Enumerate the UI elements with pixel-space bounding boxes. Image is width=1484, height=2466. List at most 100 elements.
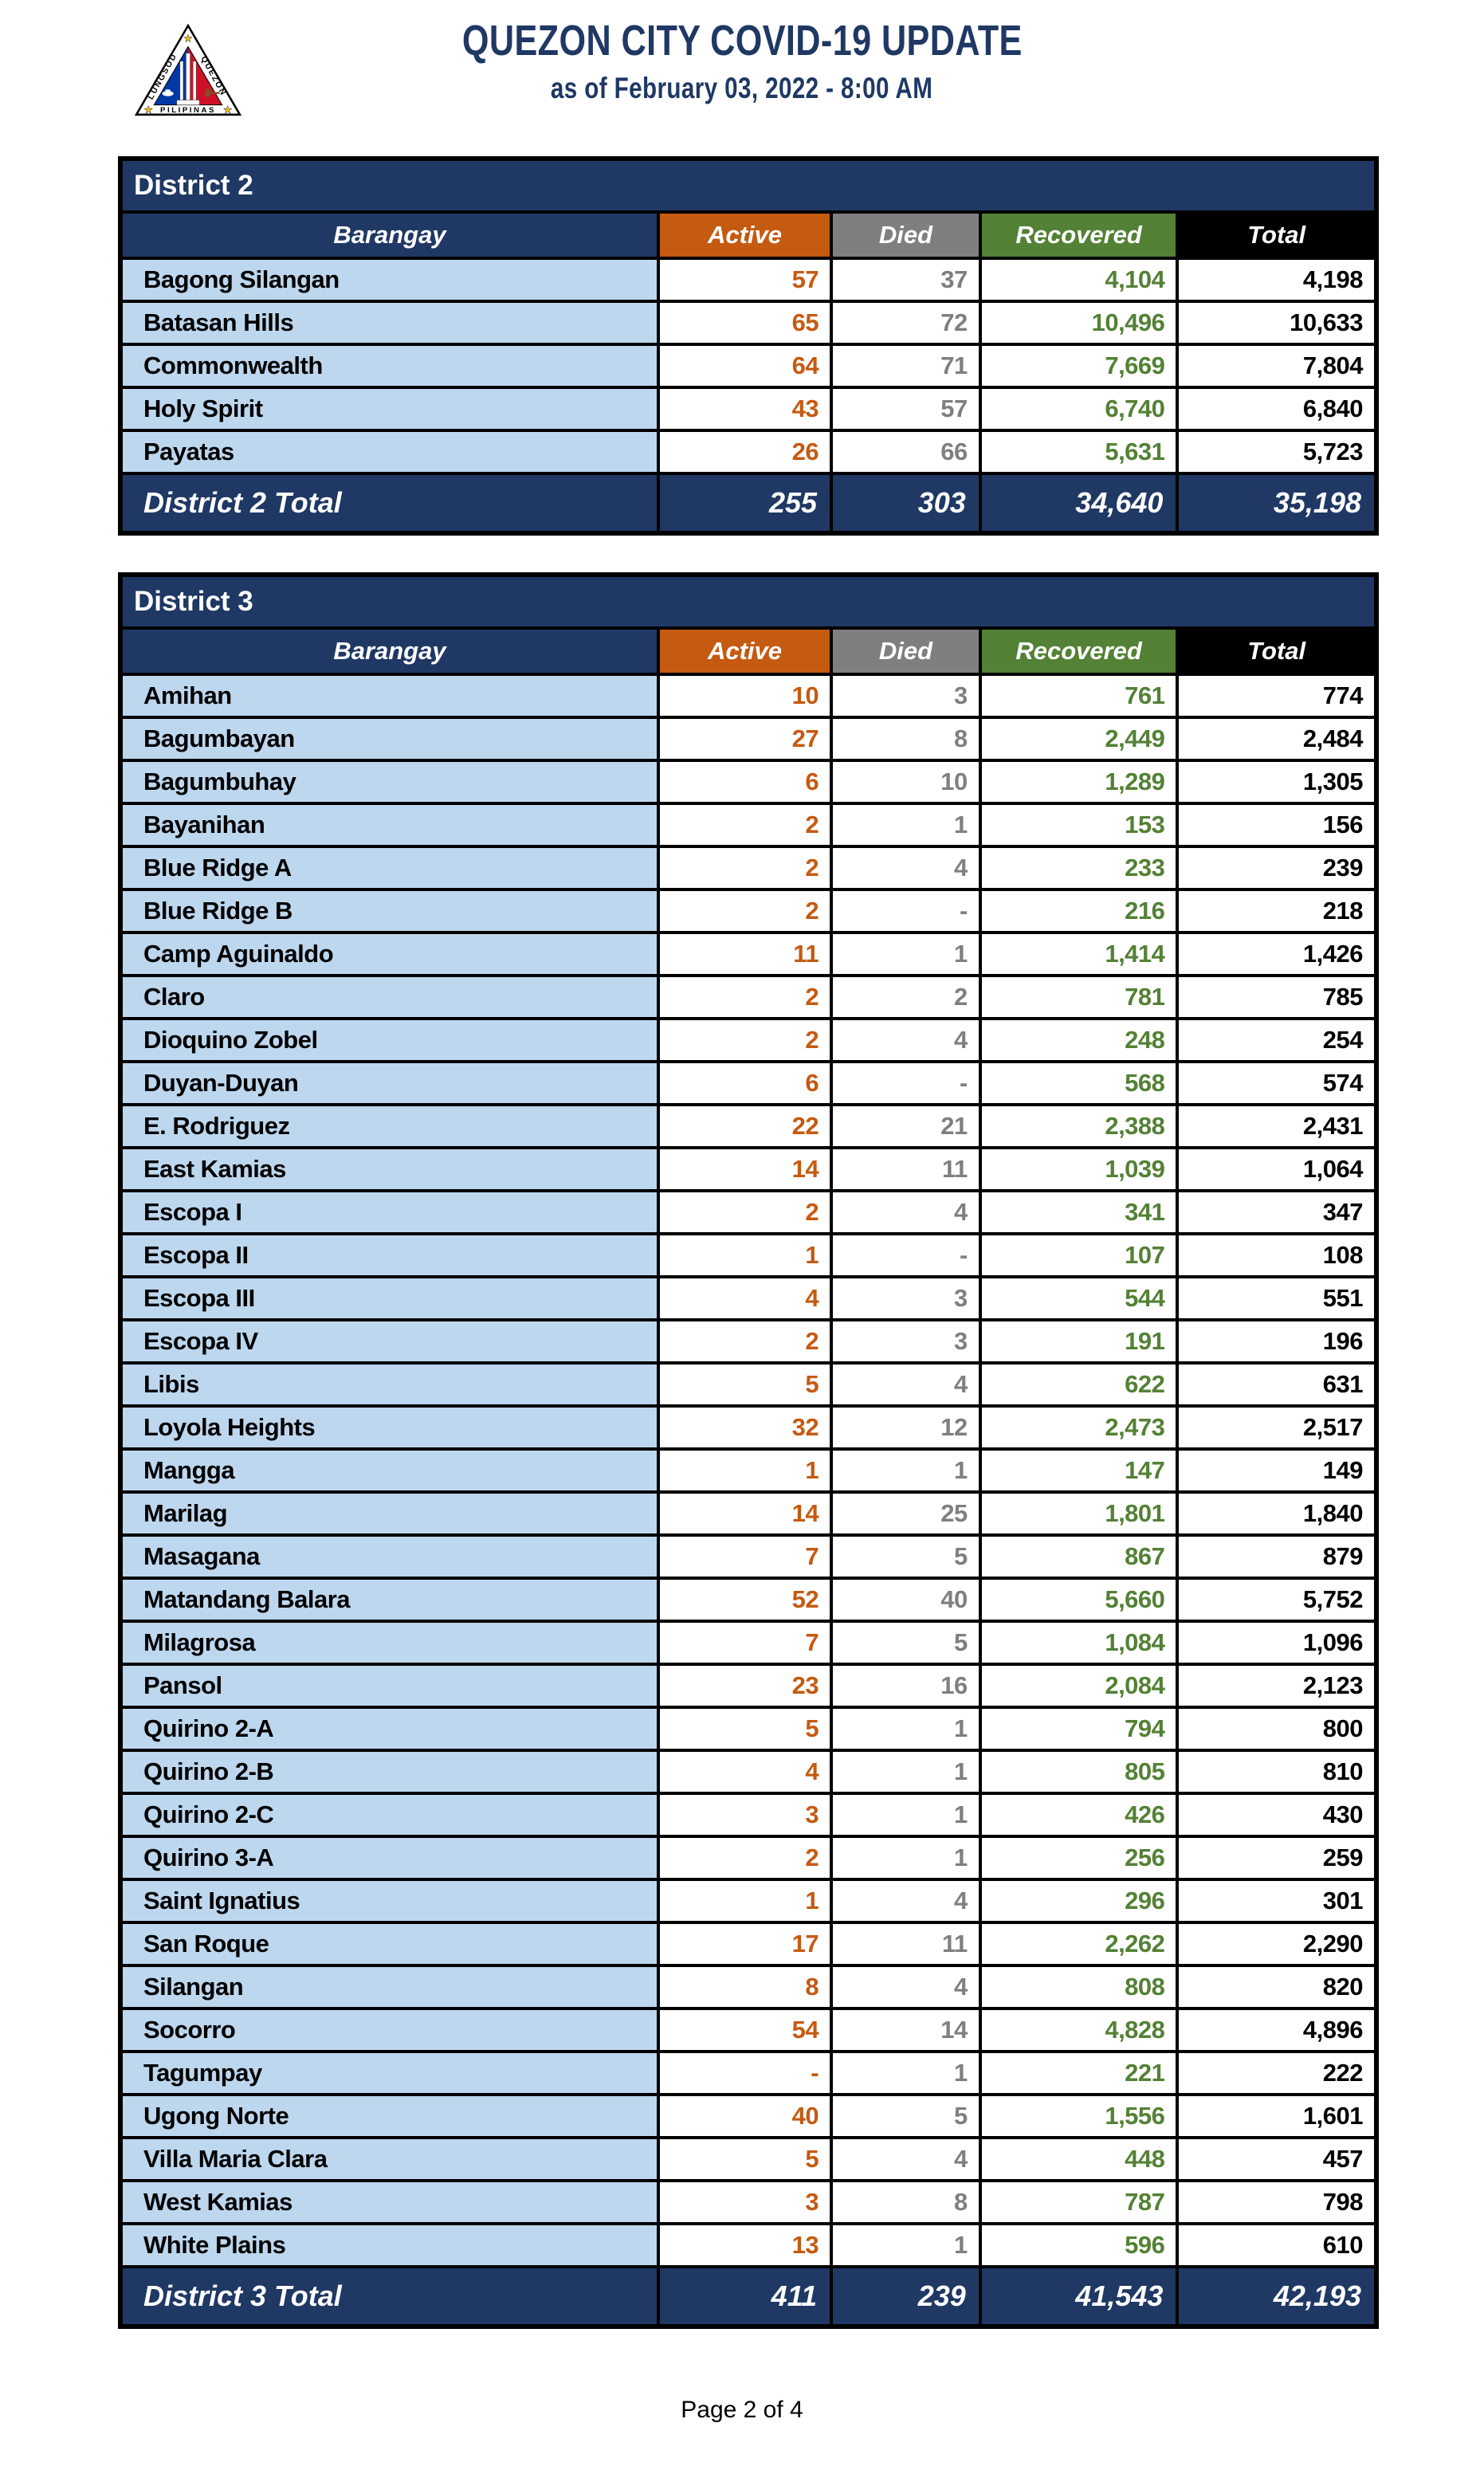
total-value-cell: 301: [1179, 1881, 1374, 1921]
page-title: QUEZON CITY COVID-19 UPDATE: [461, 17, 1023, 65]
total-value-cell: 4,896: [1179, 2010, 1374, 2050]
recovered-value-cell: 248: [981, 1020, 1176, 1060]
column-header-barangay: Barangay: [123, 214, 657, 257]
district-total-died: 303: [833, 475, 979, 531]
active-value-cell: 52: [659, 1580, 830, 1620]
total-value-cell: 574: [1179, 1063, 1374, 1103]
recovered-value-cell: 544: [981, 1278, 1176, 1318]
barangay-name-cell: Escopa III: [123, 1278, 657, 1318]
died-value-cell: 1: [833, 805, 979, 845]
column-header-died: Died: [833, 630, 979, 673]
total-value-cell: 218: [1179, 891, 1374, 931]
recovered-value-cell: 107: [981, 1235, 1176, 1275]
district-total-recovered: 34,640: [981, 475, 1176, 531]
died-value-cell: 37: [833, 260, 979, 300]
barangay-name-cell: Tagumpay: [123, 2053, 657, 2093]
active-value-cell: 65: [659, 303, 830, 343]
recovered-value-cell: 1,801: [981, 1494, 1176, 1533]
barangay-name-cell: Milagrosa: [123, 1623, 657, 1663]
barangay-name-cell: Batasan Hills: [123, 303, 657, 343]
died-value-cell: 1: [833, 934, 979, 974]
died-value-cell: 1: [833, 1838, 979, 1878]
barangay-name-cell: Dioquino Zobel: [123, 1020, 657, 1060]
recovered-value-cell: 1,289: [981, 762, 1176, 802]
total-value-cell: 798: [1179, 2182, 1374, 2222]
recovered-value-cell: 2,262: [981, 1924, 1176, 1964]
active-value-cell: 10: [659, 676, 830, 716]
district-table: District 2 Barangay Active Died Recovered Tot…: [118, 156, 1379, 536]
died-value-cell: 3: [833, 1321, 979, 1361]
district-banner: District 3: [123, 577, 1374, 626]
district-grid: District 3 Barangay Active Died Recovered Tot…: [123, 577, 1374, 2324]
column-header-total: Total: [1179, 214, 1374, 257]
barangay-name-cell: West Kamias: [123, 2182, 657, 2222]
recovered-value-cell: 4,828: [981, 2010, 1176, 2050]
recovered-value-cell: 10,496: [981, 303, 1176, 343]
column-header-recovered: Recovered: [981, 214, 1176, 257]
district-total-total: 35,198: [1179, 475, 1374, 531]
active-value-cell: 7: [659, 1537, 830, 1577]
total-value-cell: 1,426: [1179, 934, 1374, 974]
total-value-cell: 259: [1179, 1838, 1374, 1878]
total-value-cell: 5,723: [1179, 432, 1374, 472]
monument-icon: [176, 53, 200, 105]
died-value-cell: 4: [833, 1020, 979, 1060]
total-value-cell: 2,484: [1179, 719, 1374, 759]
died-value-cell: 4: [833, 2139, 979, 2179]
barangay-name-cell: Camp Aguinaldo: [123, 934, 657, 974]
barangay-name-cell: Quirino 2-B: [123, 1752, 657, 1792]
active-value-cell: 26: [659, 432, 830, 472]
active-value-cell: 3: [659, 2182, 830, 2222]
died-value-cell: 57: [833, 389, 979, 429]
barangay-name-cell: Bagong Silangan: [123, 260, 657, 300]
quezon-city-seal-logo: ★ ★ ★ LUNGSOD QUEZON PILIPINAS: [134, 23, 242, 116]
died-value-cell: 4: [833, 848, 979, 888]
total-value-cell: 457: [1179, 2139, 1374, 2179]
active-value-cell: 4: [659, 1278, 830, 1318]
active-value-cell: 2: [659, 891, 830, 931]
died-value-cell: 11: [833, 1149, 979, 1189]
recovered-value-cell: 2,473: [981, 1408, 1176, 1447]
district-total-recovered: 41,543: [981, 2268, 1176, 2324]
total-value-cell: 239: [1179, 848, 1374, 888]
star-icon: ★: [223, 104, 233, 116]
recovered-value-cell: 296: [981, 1881, 1176, 1921]
column-header-active: Active: [659, 630, 830, 673]
barangay-name-cell: Bagumbuhay: [123, 762, 657, 802]
active-value-cell: 64: [659, 346, 830, 386]
active-value-cell: 1: [659, 1235, 830, 1275]
star-icon: ★: [183, 32, 193, 44]
total-value-cell: 2,517: [1179, 1408, 1374, 1447]
recovered-value-cell: 794: [981, 1709, 1176, 1749]
total-value-cell: 800: [1179, 1709, 1374, 1749]
barangay-name-cell: Quirino 2-C: [123, 1795, 657, 1835]
recovered-value-cell: 808: [981, 1967, 1176, 2007]
barangay-name-cell: Bagumbayan: [123, 719, 657, 759]
active-value-cell: 4: [659, 1752, 830, 1792]
barangay-name-cell: Escopa IV: [123, 1321, 657, 1361]
barangay-name-cell: Amihan: [123, 676, 657, 716]
total-value-cell: 10,633: [1179, 303, 1374, 343]
total-value-cell: 347: [1179, 1192, 1374, 1232]
total-value-cell: 430: [1179, 1795, 1374, 1835]
died-value-cell: 71: [833, 346, 979, 386]
recovered-value-cell: 426: [981, 1795, 1176, 1835]
died-value-cell: 5: [833, 1623, 979, 1663]
total-value-cell: 222: [1179, 2053, 1374, 2093]
active-value-cell: 23: [659, 1666, 830, 1706]
recovered-value-cell: 191: [981, 1321, 1176, 1361]
total-value-cell: 149: [1179, 1451, 1374, 1490]
died-value-cell: 4: [833, 1365, 979, 1404]
district-total-label: District 2 Total: [123, 475, 657, 531]
died-value-cell: 40: [833, 1580, 979, 1620]
column-header-died: Died: [833, 214, 979, 257]
died-value-cell: 1: [833, 1752, 979, 1792]
recovered-value-cell: 1,039: [981, 1149, 1176, 1189]
died-value-cell: 10: [833, 762, 979, 802]
recovered-value-cell: 1,084: [981, 1623, 1176, 1663]
district-tables-container: District 2 Barangay Active Died Recovered Tot…: [118, 156, 1379, 2329]
barangay-name-cell: Escopa II: [123, 1235, 657, 1275]
active-value-cell: 40: [659, 2096, 830, 2136]
seal-text-pilipinas: PILIPINAS: [160, 106, 216, 115]
barangay-name-cell: Loyola Heights: [123, 1408, 657, 1447]
